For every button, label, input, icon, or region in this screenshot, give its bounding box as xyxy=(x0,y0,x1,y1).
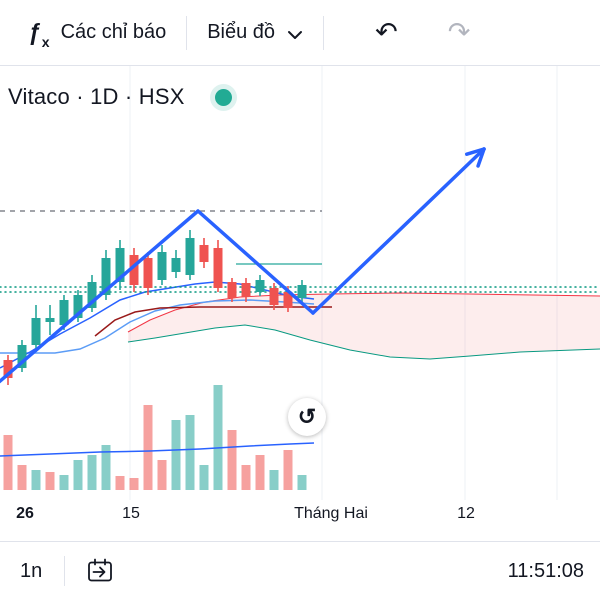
volume-bar xyxy=(213,385,223,490)
arrow-shaft[interactable] xyxy=(311,147,486,315)
candle-body xyxy=(45,318,55,322)
candle-body xyxy=(171,258,181,272)
candle-body xyxy=(31,318,41,345)
indicators-label: Các chỉ báo xyxy=(60,21,167,43)
candle-body xyxy=(255,280,265,292)
session-clock[interactable]: 11:51:08 xyxy=(502,559,586,584)
baseline-line xyxy=(0,299,315,354)
candle-body xyxy=(269,288,279,305)
candle-body xyxy=(283,292,293,308)
chart-type-button[interactable]: Biểu đồ xyxy=(187,0,323,65)
volume-bar xyxy=(143,405,153,490)
chart-type-label: Biểu đồ xyxy=(207,21,276,43)
tick-label: Tháng Hai xyxy=(294,505,368,522)
bottombar-divider xyxy=(64,556,66,586)
volume-ma-line xyxy=(0,442,315,457)
arrow-head xyxy=(476,147,486,168)
volume-bar xyxy=(283,450,293,490)
candle-body xyxy=(297,285,307,298)
redo-button[interactable]: ↷ xyxy=(423,0,496,65)
candle-body xyxy=(143,258,153,288)
tick-label: 26 xyxy=(16,505,34,522)
candle-body xyxy=(87,282,97,308)
candle-body xyxy=(3,360,13,378)
volume-bar xyxy=(255,455,265,490)
volume-bar xyxy=(171,420,181,490)
volume-bar xyxy=(115,476,125,490)
trend-arrow-drawing[interactable] xyxy=(311,147,486,315)
volume-bar xyxy=(3,435,13,490)
symbol-legend[interactable]: Vitaco · 1D · HSX xyxy=(8,84,232,110)
volume-bar xyxy=(87,455,97,490)
goto-date-button[interactable] xyxy=(77,554,123,588)
volume-bar xyxy=(101,445,111,490)
volume-bar xyxy=(297,475,307,490)
toolbar-divider xyxy=(186,15,188,50)
volume-bar xyxy=(73,460,83,490)
x-axis[interactable]: 26 15 Tháng Hai 12 xyxy=(0,502,600,528)
candle-body xyxy=(157,252,167,280)
tick-label: 15 xyxy=(122,505,140,522)
senkou-a-line xyxy=(127,324,600,360)
candle-body xyxy=(73,295,83,318)
refresh-icon: ↺ xyxy=(297,404,317,429)
volume-series xyxy=(3,385,307,490)
tenkan-line xyxy=(0,281,315,369)
candle-body xyxy=(101,258,111,295)
ichimoku-cloud xyxy=(128,293,600,359)
volume-bar xyxy=(45,472,55,490)
volume-bar xyxy=(31,470,41,490)
candlestick-series xyxy=(3,230,307,385)
volume-bar xyxy=(199,465,209,490)
candle-body xyxy=(227,282,237,298)
bottom-toolbar: 1n 11:51:08 xyxy=(0,541,600,600)
volume-bar xyxy=(59,475,69,490)
candle-body xyxy=(185,238,195,275)
candle-body xyxy=(59,300,69,325)
chevron-down-icon xyxy=(288,30,303,39)
volume-bar xyxy=(269,470,279,490)
toolbar-divider xyxy=(323,15,325,50)
tick-label: 12 xyxy=(457,505,475,522)
symbol-title: Vitaco · 1D · HSX xyxy=(8,84,185,109)
calendar-goto-icon xyxy=(88,558,113,582)
candle-body xyxy=(241,283,251,297)
candle-body xyxy=(213,248,223,288)
candle-body xyxy=(115,248,125,282)
volume-bar xyxy=(157,460,167,490)
undo-button[interactable]: ↶ xyxy=(350,0,423,65)
refresh-button[interactable]: ↺ xyxy=(288,398,326,436)
candle-body xyxy=(199,245,209,262)
candle-body xyxy=(17,345,27,368)
arrow-head xyxy=(465,147,486,156)
volume-bar xyxy=(129,478,139,490)
volume-bar xyxy=(227,430,237,490)
trend-zigzag-drawing[interactable] xyxy=(0,209,315,388)
status-dot-icon xyxy=(214,88,232,106)
volume-bar xyxy=(241,465,251,490)
timeframe-button[interactable]: 1n xyxy=(14,560,52,583)
volume-bar xyxy=(17,465,27,490)
volume-bar xyxy=(185,415,195,490)
candle-body xyxy=(129,255,139,285)
